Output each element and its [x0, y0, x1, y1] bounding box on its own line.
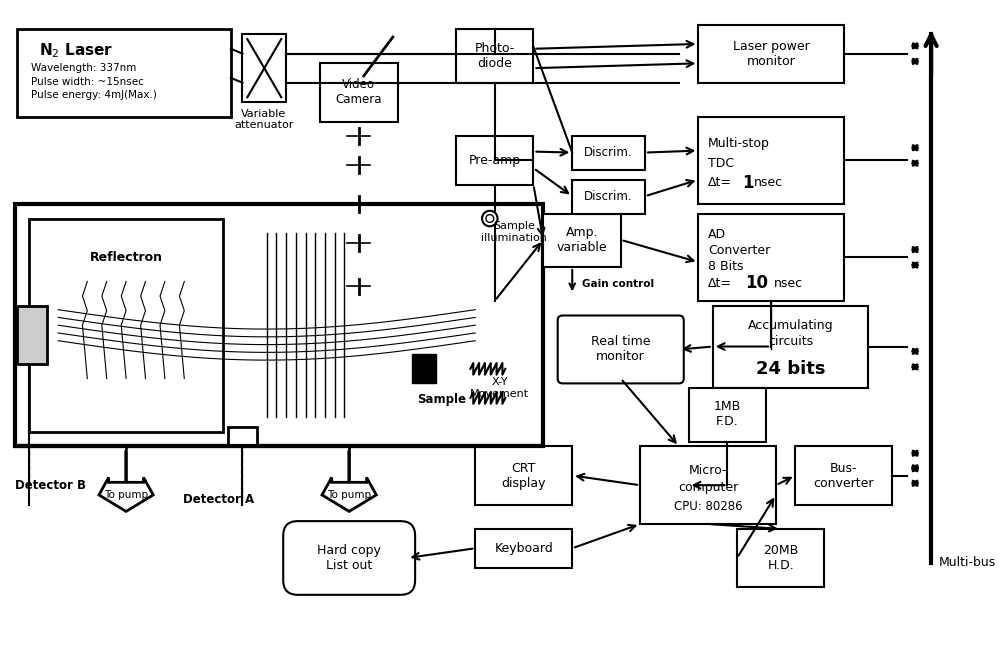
Bar — [698, 25, 844, 83]
Bar — [475, 446, 572, 505]
Bar — [228, 427, 257, 446]
Bar — [698, 117, 844, 204]
Text: Gain control: Gain control — [582, 280, 654, 290]
Text: Video
Camera: Video Camera — [336, 78, 382, 107]
Bar — [412, 354, 436, 383]
Text: Wavelength: 337nm: Wavelength: 337nm — [31, 63, 136, 73]
Text: Hard copy
List out: Hard copy List out — [317, 544, 381, 572]
Text: Multi-bus: Multi-bus — [939, 556, 996, 570]
Bar — [17, 306, 47, 364]
Text: 20MB
H.D.: 20MB H.D. — [763, 544, 798, 572]
Bar — [713, 306, 868, 389]
Bar — [242, 34, 286, 102]
Text: CPU: 80286: CPU: 80286 — [674, 500, 742, 513]
Circle shape — [486, 215, 494, 222]
Text: Pulse energy: 4mJ(Max.): Pulse energy: 4mJ(Max.) — [31, 90, 157, 100]
Text: Pulse width: ~15nsec: Pulse width: ~15nsec — [31, 77, 144, 87]
Text: AD: AD — [708, 229, 726, 241]
Text: Discrim.: Discrim. — [584, 146, 632, 159]
Text: Micro-: Micro- — [689, 464, 727, 477]
Text: TDC: TDC — [708, 156, 734, 170]
Text: Photo-
diode: Photo- diode — [475, 42, 515, 70]
Text: Keyboard: Keyboard — [494, 542, 553, 555]
Text: Detector B: Detector B — [15, 479, 86, 492]
Bar — [320, 64, 398, 121]
Text: 8 Bits: 8 Bits — [708, 259, 744, 272]
Bar — [456, 29, 533, 83]
Bar — [475, 529, 572, 568]
Bar — [795, 446, 892, 505]
Bar — [17, 29, 231, 117]
Bar — [572, 180, 645, 213]
Bar — [15, 204, 543, 446]
Text: N$_2$ Laser: N$_2$ Laser — [39, 41, 113, 60]
Text: Variable
attenuator: Variable attenuator — [234, 109, 293, 131]
Circle shape — [482, 211, 498, 226]
Text: X-Y
Movement: X-Y Movement — [470, 377, 529, 399]
Text: To pump: To pump — [327, 490, 371, 500]
Text: 1: 1 — [742, 174, 753, 192]
Bar — [543, 213, 621, 267]
Bar — [640, 446, 776, 524]
Text: Sample: Sample — [417, 393, 466, 406]
Bar — [456, 136, 533, 184]
Text: Converter: Converter — [708, 244, 770, 257]
Text: To pump: To pump — [104, 490, 148, 500]
Bar — [29, 219, 223, 432]
FancyBboxPatch shape — [283, 521, 415, 595]
Text: Reflectron: Reflectron — [90, 251, 163, 264]
Text: circuits: circuits — [768, 335, 813, 348]
Text: Accumulating: Accumulating — [748, 319, 833, 332]
Text: 24 bits: 24 bits — [756, 360, 825, 378]
Text: Discrim.: Discrim. — [584, 190, 632, 203]
Text: Detector A: Detector A — [183, 493, 254, 507]
Text: nsec: nsec — [754, 176, 783, 189]
Text: Multi-stop: Multi-stop — [708, 137, 770, 151]
Text: 10: 10 — [745, 274, 768, 292]
Text: Amp.
variable: Amp. variable — [557, 226, 607, 254]
Bar — [572, 136, 645, 170]
Polygon shape — [99, 477, 153, 511]
Text: Δt=: Δt= — [708, 176, 732, 189]
Text: CRT
display: CRT display — [501, 461, 546, 489]
Text: Pre-amp: Pre-amp — [469, 154, 521, 167]
Text: Bus-
converter: Bus- converter — [814, 461, 874, 489]
Bar — [698, 213, 844, 301]
Bar — [689, 389, 766, 442]
Bar — [737, 529, 824, 587]
Text: 1MB
F.D.: 1MB F.D. — [714, 400, 741, 428]
Text: Δt=: Δt= — [708, 277, 732, 290]
Text: Sample
illumination: Sample illumination — [481, 221, 547, 243]
Text: Laser power
monitor: Laser power monitor — [733, 40, 809, 68]
FancyBboxPatch shape — [558, 316, 684, 383]
Text: nsec: nsec — [774, 277, 803, 290]
Text: computer: computer — [678, 481, 738, 494]
Polygon shape — [322, 477, 376, 511]
Text: Real time
monitor: Real time monitor — [591, 335, 650, 363]
